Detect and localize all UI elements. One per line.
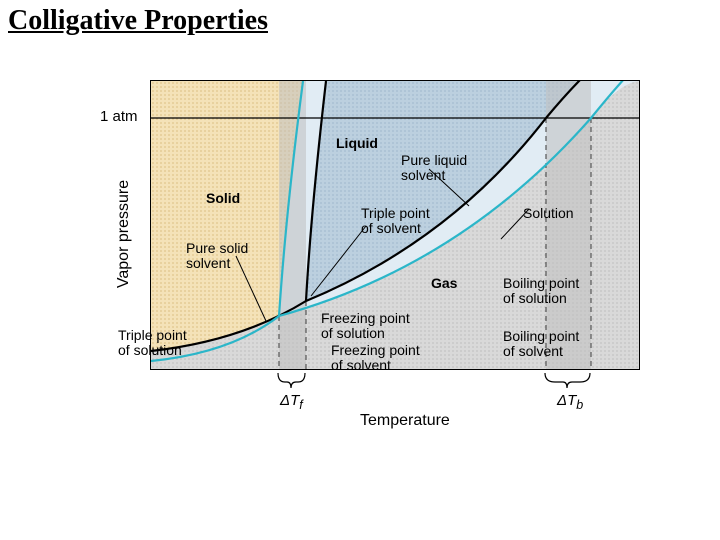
braces-svg [150,370,690,425]
label-fp-solvent: Freezing point of solvent [331,343,420,370]
label-triple-solvent: Triple point of solvent [361,206,430,237]
phase-diagram: Vapor pressure Temperature 1 atm [100,80,640,420]
label-gas: Gas [431,276,457,291]
label-pure-liquid: Pure liquid solvent [401,153,467,184]
label-pure-solid: Pure solid solvent [186,241,248,272]
label-liquid: Liquid [336,136,378,151]
plot-area: Solid Liquid Gas Pure liquid solvent Sol… [150,80,640,370]
label-bp-solution: Boiling point of solution [503,276,579,307]
label-bp-solvent: Boiling point of solvent [503,329,579,360]
label-solution: Solution [523,206,574,221]
page-title: Colligative Properties [8,5,268,37]
label-solid: Solid [206,191,240,206]
label-fp-solution: Freezing point of solution [321,311,410,342]
label-triple-solution: Triple point of solution [118,328,187,359]
y-tick-1atm: 1 atm [100,108,138,125]
y-axis-label: Vapor pressure [115,180,133,288]
delta-tb: ΔTb [557,392,583,412]
delta-tf: ΔTf [280,392,303,412]
